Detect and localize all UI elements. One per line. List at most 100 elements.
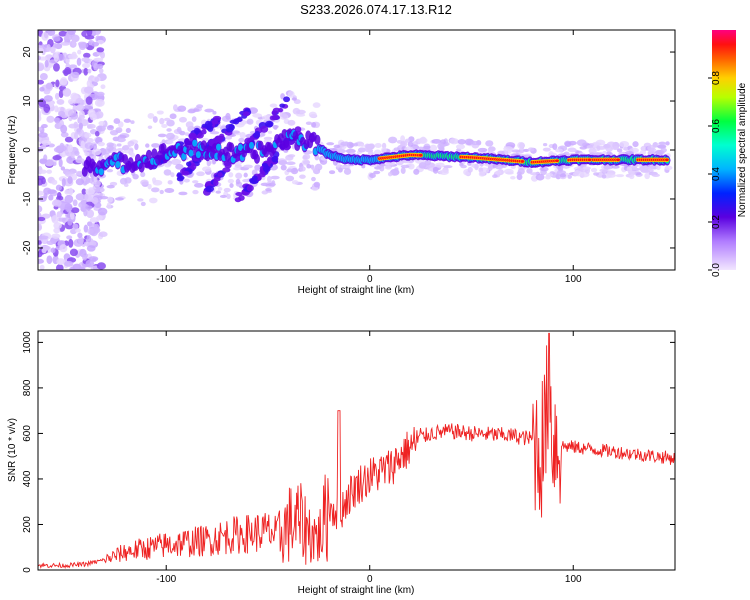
spectrogram-halo-blob — [306, 164, 312, 169]
spectrogram-halo-blob — [98, 120, 106, 126]
spectrogram-strand-blob — [260, 125, 269, 133]
spectrogram-halo-blob — [217, 187, 223, 191]
spectrogram-ridge-hot — [554, 159, 559, 163]
spectrogram-halo-blob — [166, 128, 172, 132]
spectrogram-halo-blob — [229, 183, 234, 188]
spectrogram-noise-blob — [59, 244, 68, 253]
spectrogram-noise-blob — [67, 218, 73, 226]
spectrogram-strand-blob — [211, 119, 219, 125]
spectrogram-halo-blob — [510, 175, 516, 180]
spectrogram-noise-blob — [77, 232, 83, 239]
spectrogram-halo-blob — [191, 116, 197, 122]
spectrogram-halo-blob — [470, 140, 480, 146]
spectrogram-noise-blob — [39, 169, 47, 174]
spectrogram-noise-blob — [64, 67, 72, 75]
spectrogram-halo-blob — [163, 169, 172, 176]
spectrogram-noise-blob — [85, 96, 93, 105]
spectrogram-halo-blob — [185, 121, 194, 129]
spectrogram-halo-blob — [88, 187, 94, 191]
spectrogram-halo-blob — [381, 147, 387, 153]
spectrogram-strand-blob — [252, 132, 261, 139]
spectrogram-noise-blob — [41, 139, 52, 146]
spectrogram-halo-blob — [623, 146, 628, 151]
spectrogram-halo-blob — [388, 136, 398, 144]
spectrogram-noise-blob — [38, 79, 45, 85]
spectrogram-halo-blob — [166, 140, 174, 144]
spectrogram-halo-blob — [193, 183, 204, 188]
spectrogram-x-tick-label: -100 — [156, 274, 176, 285]
spectrogram-noise-blob — [59, 77, 68, 86]
spectrogram-noise-blob — [66, 235, 73, 240]
spectrogram-halo-blob — [147, 112, 155, 119]
spectrogram-halo-blob — [233, 167, 241, 171]
spectrogram-halo-blob — [106, 202, 112, 209]
spectrogram-halo-blob — [227, 178, 235, 184]
spectrogram-noise-blob — [70, 207, 80, 214]
spectrogram-halo-blob — [474, 163, 479, 171]
spectrogram-strand-blob — [223, 160, 232, 167]
spectrogram-noise-blob — [38, 55, 41, 61]
spectrogram-y-tick-label: 20 — [22, 46, 33, 58]
spectrogram-ridge-blob — [248, 141, 254, 149]
spectrogram-halo-blob — [326, 142, 335, 146]
figure-title: S233.2026.074.17.13.R12 — [300, 2, 452, 17]
spectrogram-noise-blob — [68, 64, 78, 69]
spectrogram-noise-blob — [52, 161, 57, 166]
spectrogram-halo-blob — [140, 179, 149, 186]
spectrogram-halo-blob — [106, 184, 115, 189]
spectrogram-halo-blob — [171, 158, 182, 166]
spectrogram-y-tick-label: 10 — [22, 95, 33, 107]
spectrogram-strand-blob — [177, 175, 185, 181]
spectrogram-noise-blob — [38, 175, 45, 181]
colorbar-tick-label: 0.4 — [711, 167, 722, 181]
spectrogram-halo-blob — [271, 180, 276, 187]
spectrogram-noise-blob — [72, 199, 78, 207]
spectrogram-halo-blob — [641, 145, 646, 151]
spectrogram-halo-blob — [140, 171, 146, 178]
spectrogram-noise-blob — [53, 53, 59, 62]
spectrogram-halo-blob — [605, 146, 613, 152]
spectrogram-noise-blob — [78, 137, 88, 143]
spectrogram-noise-blob — [56, 217, 67, 222]
spectrogram-x-label: Height of straight line (km) — [298, 285, 415, 296]
spectrogram-halo-blob — [431, 138, 442, 144]
spectrogram-ridge-blob — [200, 140, 207, 151]
spectrogram-halo-blob — [381, 142, 387, 149]
spectrogram-noise-blob — [98, 231, 108, 238]
spectrogram-halo-blob — [228, 172, 234, 178]
spectrogram-halo-blob — [116, 147, 124, 152]
spectrogram-halo-blob — [87, 177, 94, 183]
spectrogram-halo-blob — [340, 165, 349, 169]
spectrogram-y-label: Frequency (Hz) — [7, 116, 18, 185]
snr-y-tick-label: 400 — [22, 470, 33, 487]
spectrogram-halo-blob — [400, 164, 410, 169]
spectrogram-halo-blob — [243, 164, 253, 169]
spectrogram-halo-blob — [278, 159, 288, 166]
spectrogram-noise-blob — [43, 95, 53, 102]
spectrogram-noise-blob — [61, 178, 66, 187]
spectrogram-halo-blob — [590, 167, 598, 173]
spectrogram-halo-blob — [235, 178, 241, 185]
spectrogram-noise-blob — [39, 264, 45, 270]
spectrogram-halo-blob — [333, 144, 341, 149]
spectrogram-noise-blob — [58, 110, 66, 117]
spectrogram-halo-blob — [157, 133, 167, 138]
spectrogram-halo-blob — [593, 142, 602, 146]
spectrogram-halo-blob — [418, 137, 428, 145]
spectrogram-halo-blob — [219, 194, 227, 198]
spectrogram-halo-blob — [485, 140, 494, 147]
spectrogram-noise-blob — [64, 194, 74, 204]
spectrogram-halo-blob — [261, 190, 269, 195]
spectrogram-halo-blob — [302, 160, 311, 165]
spectrogram-halo-blob — [542, 147, 551, 152]
spectrogram-halo-blob — [107, 196, 114, 203]
spectrogram-halo-blob — [166, 119, 175, 127]
snr-y-label: SNR (10 * v/v) — [7, 418, 18, 482]
spectrogram-halo-blob — [660, 147, 667, 153]
spectrogram-noise-blob — [56, 98, 65, 105]
spectrogram-halo-blob — [234, 164, 242, 168]
colorbar-tick-label: 0.8 — [711, 71, 722, 85]
spectrogram-halo-blob — [286, 168, 294, 173]
spectrogram-noise-blob — [46, 115, 55, 123]
spectrogram-halo-blob — [145, 143, 150, 148]
